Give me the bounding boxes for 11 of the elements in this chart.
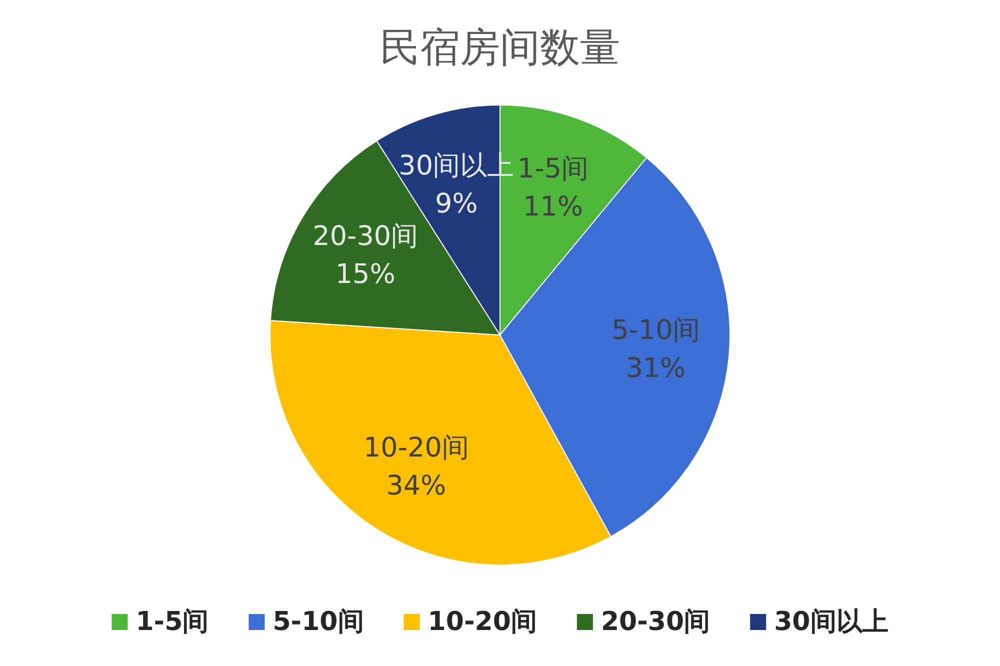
slice-label: 20-30间 15% bbox=[312, 220, 418, 290]
slice-label: 5-10间 31% bbox=[612, 315, 700, 384]
legend-label: 10-20间 bbox=[428, 607, 537, 637]
legend-label: 5-10间 bbox=[272, 607, 364, 637]
slice-label: 30间以上 9% bbox=[398, 150, 514, 220]
slice-label: 1-5间 11% bbox=[517, 153, 589, 222]
legend-label: 30间以上 bbox=[774, 607, 888, 637]
chart-title: 民宿房间数量 bbox=[380, 25, 620, 71]
legend-label: 1-5间 bbox=[136, 607, 209, 637]
legend-label: 20-30间 bbox=[600, 607, 710, 637]
slice-label: 10-20间 34% bbox=[363, 432, 469, 502]
